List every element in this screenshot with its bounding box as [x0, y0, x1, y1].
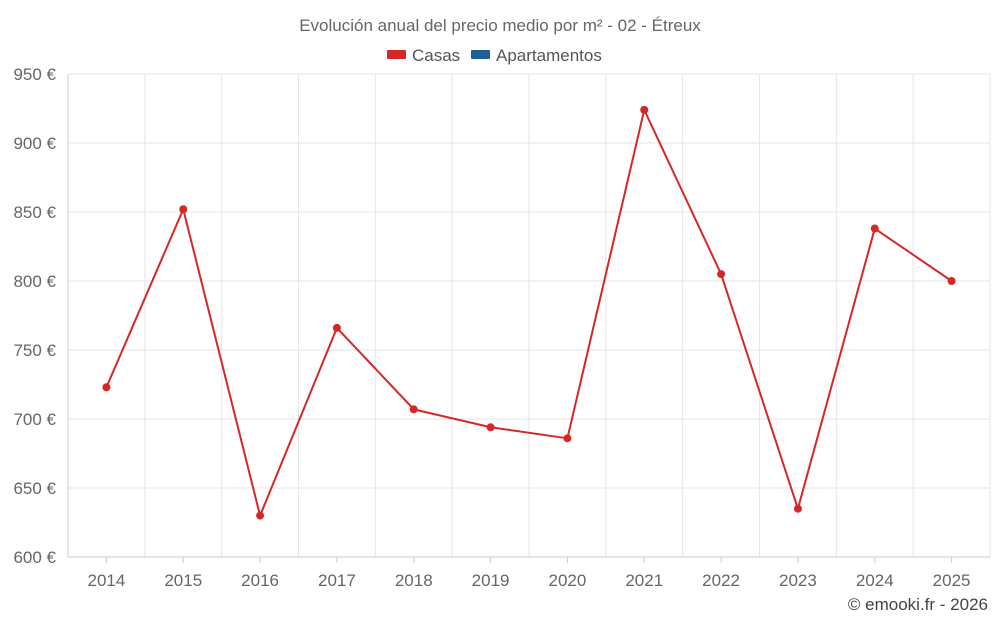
data-point: [409, 405, 418, 414]
legend-item-apartamentos[interactable]: Apartamentos: [471, 46, 602, 65]
y-tick-label: 750 €: [13, 341, 56, 360]
y-tick-label: 700 €: [13, 410, 56, 429]
legend-swatch-casas: [387, 50, 406, 59]
x-tick-label: 2024: [856, 571, 894, 590]
data-point: [717, 270, 726, 279]
data-point: [793, 504, 802, 513]
data-point: [563, 434, 572, 443]
y-tick-label: 650 €: [13, 479, 56, 498]
x-tick-label: 2025: [933, 571, 971, 590]
data-point: [947, 277, 956, 285]
legend-swatch-apartamentos: [471, 50, 490, 59]
data-point: [640, 105, 649, 114]
data-point: [486, 423, 495, 432]
x-tick-label: 2019: [472, 571, 510, 590]
legend-item-casas[interactable]: Casas: [387, 46, 460, 65]
x-tick-label: 2016: [241, 571, 279, 590]
series-casas: [102, 105, 956, 520]
axes: 600 € 650 € 700 € 750 € 800 € 850 € 900 € 950 €…: [13, 65, 990, 590]
x-tick-label: 2014: [88, 571, 126, 590]
series-line-casas: [105, 108, 953, 517]
grid: [67, 73, 991, 557]
data-point: [870, 224, 879, 233]
x-tick-label: 2018: [395, 571, 433, 590]
y-tick-label: 950 €: [13, 65, 56, 84]
data-point: [256, 511, 265, 520]
x-tick-label: 2023: [779, 571, 817, 590]
data-point: [179, 205, 188, 214]
credit-text: © emooki.fr - 2026: [848, 595, 988, 614]
y-tick-label: 850 €: [13, 203, 56, 222]
x-tick-label: 2021: [625, 571, 663, 590]
y-tick-label: 600 €: [13, 548, 56, 567]
y-tick-label: 900 €: [13, 134, 56, 153]
data-point: [102, 383, 111, 392]
legend-label-apartamentos: Apartamentos: [496, 46, 602, 65]
x-tick-label: 2022: [702, 571, 740, 590]
data-point: [332, 323, 341, 332]
legend: Casas Apartamentos: [387, 46, 602, 65]
x-tick-label: 2017: [318, 571, 356, 590]
y-tick-label: 800 €: [13, 272, 56, 291]
legend-label-casas: Casas: [412, 46, 460, 65]
chart-title: Evolución anual del precio medio por m² …: [299, 16, 701, 35]
x-tick-label: 2020: [549, 571, 587, 590]
x-tick-label: 2015: [164, 571, 202, 590]
